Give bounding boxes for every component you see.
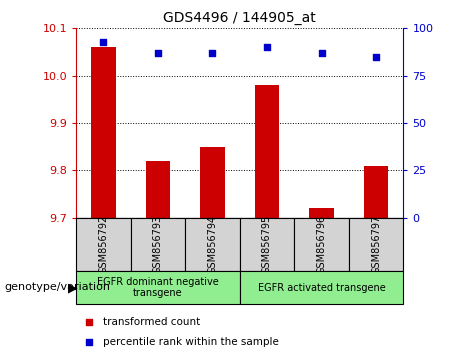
Point: [318, 50, 325, 56]
Text: GSM856793: GSM856793: [153, 215, 163, 274]
Text: ▶: ▶: [68, 281, 78, 294]
Text: GSM856796: GSM856796: [317, 215, 326, 274]
Text: GSM856792: GSM856792: [98, 215, 108, 274]
Bar: [309, 208, 334, 218]
Point: [85, 320, 92, 325]
Point: [372, 54, 380, 59]
Text: percentile rank within the sample: percentile rank within the sample: [102, 337, 278, 347]
Point: [85, 339, 92, 345]
Point: [154, 50, 162, 56]
Bar: [200, 147, 225, 218]
Bar: [130, 218, 185, 271]
Text: transformed count: transformed count: [102, 318, 200, 327]
Text: GSM856794: GSM856794: [207, 215, 218, 274]
Bar: [294, 218, 349, 271]
Bar: [349, 218, 403, 271]
Bar: [364, 166, 388, 218]
Bar: [76, 271, 240, 304]
Point: [209, 50, 216, 56]
Point: [263, 45, 271, 50]
Text: EGFR activated transgene: EGFR activated transgene: [258, 282, 385, 293]
Text: GSM856797: GSM856797: [371, 215, 381, 274]
Bar: [91, 47, 116, 218]
Text: EGFR dominant negative
transgene: EGFR dominant negative transgene: [97, 277, 219, 298]
Bar: [255, 85, 279, 218]
Title: GDS4496 / 144905_at: GDS4496 / 144905_at: [163, 11, 316, 24]
Text: GSM856795: GSM856795: [262, 215, 272, 274]
Point: [100, 39, 107, 44]
Bar: [146, 161, 170, 218]
Bar: [185, 218, 240, 271]
Bar: [240, 218, 294, 271]
Text: genotype/variation: genotype/variation: [5, 282, 111, 292]
Bar: [76, 218, 130, 271]
Bar: [240, 271, 403, 304]
